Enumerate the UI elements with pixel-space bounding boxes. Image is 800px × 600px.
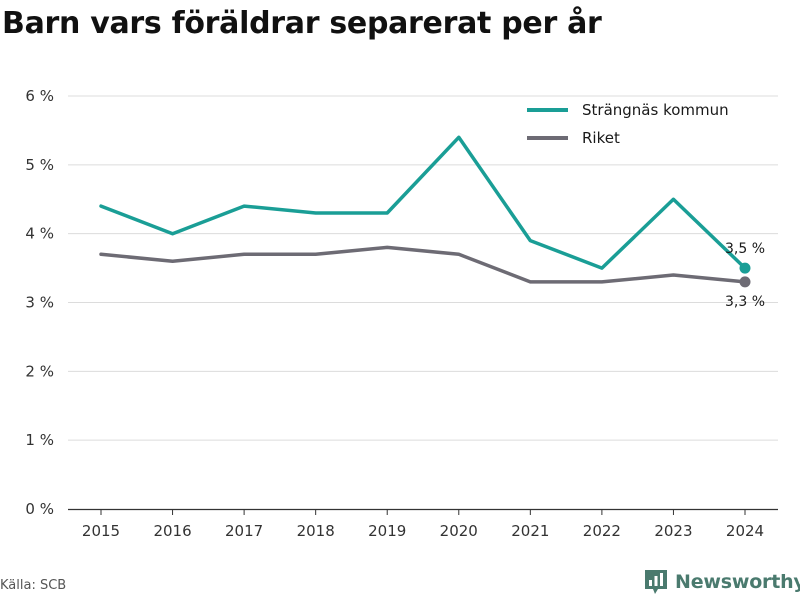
y-tick-label: 1 %: [25, 431, 54, 449]
x-tick-label: 2019: [368, 522, 406, 540]
gridlines: [68, 95, 778, 441]
y-tick-label: 2 %: [25, 362, 54, 380]
series-endpoint-0: [739, 262, 751, 274]
source-note: Källa: SCB: [0, 578, 67, 593]
legend-label-0: Strängnäs kommun: [582, 101, 729, 119]
brand-logo: Newsworthy: [644, 569, 800, 595]
x-tick-label: 2022: [583, 522, 621, 540]
x-tick-label: 2020: [440, 522, 478, 540]
chart-title: Barn vars föräldrar separerat per år: [2, 6, 602, 41]
series-endpoint-1: [739, 276, 751, 288]
x-tick-label: 2024: [726, 522, 764, 540]
x-tick-label: 2015: [82, 522, 120, 540]
x-tick-label: 2018: [297, 522, 335, 540]
brand-name: Newsworthy: [675, 571, 800, 593]
y-tick-label: 6 %: [25, 87, 54, 105]
legend-label-1: Riket: [582, 129, 620, 147]
series-group: [99, 135, 751, 288]
x-tick-label: 2021: [511, 522, 549, 540]
end-labels: 3,5 % 3,3 %: [725, 241, 765, 310]
x-tick-label: 2016: [153, 522, 191, 540]
y-tick-label: 3 %: [25, 294, 54, 312]
x-tick-label: 2017: [225, 522, 263, 540]
end-label-1: 3,3 %: [725, 294, 765, 310]
y-tick-label: 4 %: [25, 225, 54, 243]
y-tick-label: 0 %: [25, 500, 54, 518]
y-tick-label: 5 %: [25, 156, 54, 174]
series-line-1: [99, 245, 747, 284]
series-line-0: [99, 135, 747, 270]
x-tick-label: 2023: [654, 522, 692, 540]
end-label-0: 3,5 %: [725, 241, 765, 257]
bar-chart-icon: [645, 570, 667, 594]
axes: 0 % 1 % 2 % 3 % 4 % 5 % 6 % 2015 2016 2017 2018 201…: [25, 87, 778, 540]
legend: Strängnäs kommun Riket: [527, 101, 729, 147]
